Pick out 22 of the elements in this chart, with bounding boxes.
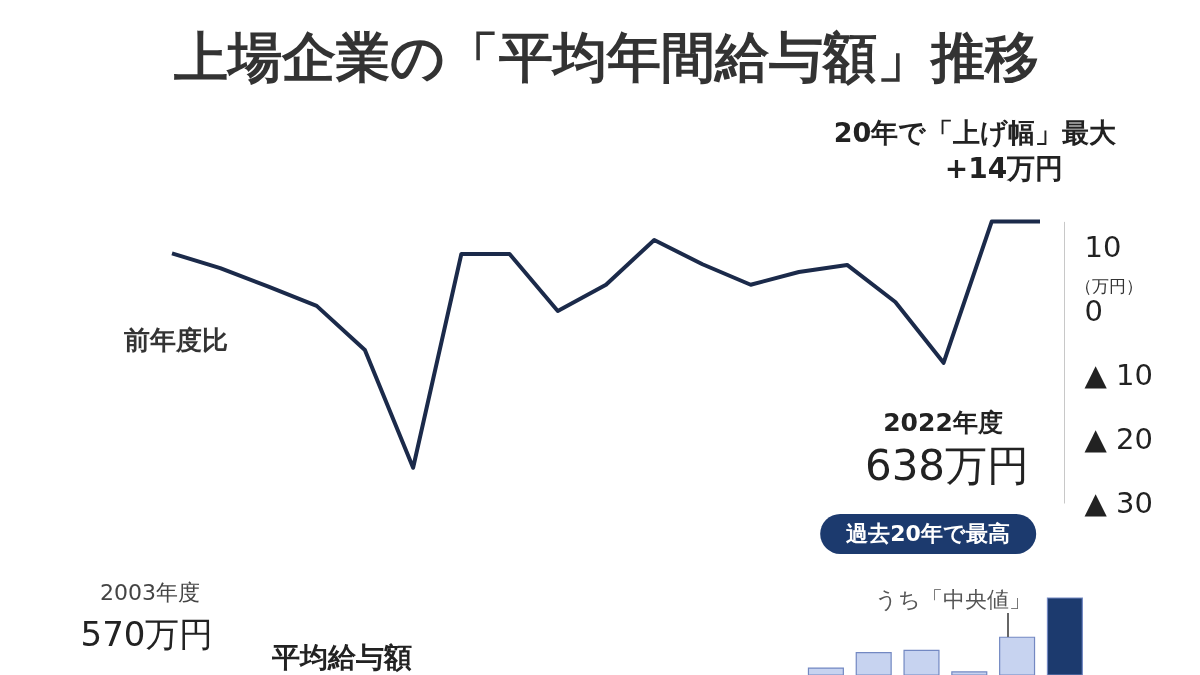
bar — [807, 667, 844, 675]
y-tick-label: ▲ 20 — [1084, 421, 1153, 456]
bar — [1046, 597, 1083, 675]
y-tick-label: 10 — [1084, 229, 1122, 264]
bar — [951, 671, 988, 675]
text: 平均給与額 — [272, 640, 412, 674]
text: +14万円 — [944, 151, 1064, 185]
bar — [855, 652, 892, 675]
series-label: 前年度比 — [124, 324, 228, 355]
bar — [999, 636, 1036, 675]
annotation: 2022年度 — [883, 408, 1003, 438]
bar — [903, 649, 940, 675]
chart-title: 上場企業の「平均年間給与額」推移 — [173, 26, 1039, 89]
text: 過去20年で最高 — [820, 513, 1036, 555]
y-tick-label: ▲ 10 — [1084, 357, 1153, 392]
annotation: うち「中央値」 — [875, 586, 1031, 613]
text: 20年で「上げ幅」最大 — [833, 117, 1117, 149]
text: 570万円 — [80, 614, 214, 655]
y-tick-label: ▲ 30 — [1084, 485, 1153, 520]
annotation: 638万円 — [864, 440, 1030, 490]
text: 2003年度 — [100, 579, 200, 606]
y-axis-title: （万円） — [1074, 275, 1143, 296]
